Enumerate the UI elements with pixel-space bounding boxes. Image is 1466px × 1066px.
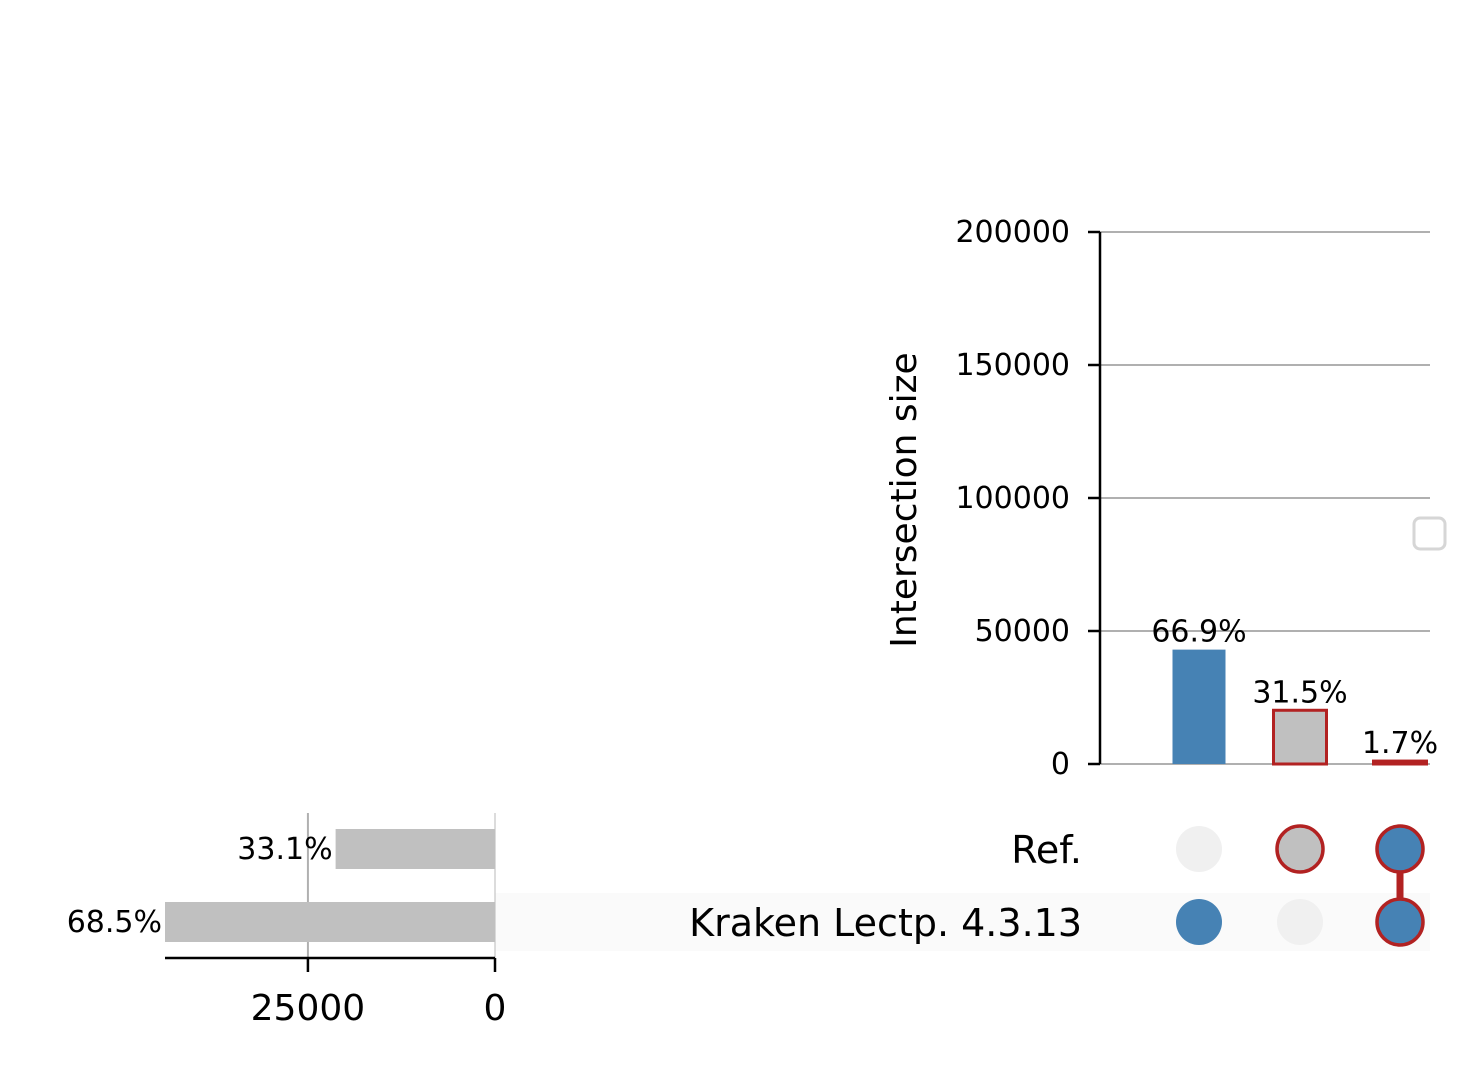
- intersection-y-axis: 0 50000 100000 150000 200000: [955, 215, 1102, 782]
- matrix-dot-active: [1375, 824, 1425, 874]
- set-size-bars: 33.1% 68.5%: [67, 813, 496, 958]
- set-size-tick-label: 25000: [251, 988, 366, 1029]
- set-label: Ref.: [1011, 828, 1082, 872]
- matrix-dot-inactive: [1277, 899, 1323, 945]
- matrix-dot-active: [1275, 824, 1325, 874]
- membership-matrix: [1176, 824, 1425, 947]
- intersection-bar-label: 1.7%: [1362, 726, 1438, 761]
- set-size-bar-label: 68.5%: [67, 905, 162, 940]
- set-size-axis: 25000 0: [165, 956, 507, 1029]
- set-size-bar: [335, 829, 495, 869]
- intersection-bar: [1272, 708, 1328, 766]
- y-tick-label: 150000: [955, 348, 1070, 383]
- y-tick-label: 200000: [955, 215, 1070, 250]
- set-size-tick-label: 0: [484, 988, 507, 1029]
- intersection-bar-label: 66.9%: [1151, 615, 1246, 650]
- y-tick-label: 0: [1051, 747, 1070, 782]
- y-tick-label: 50000: [975, 614, 1070, 649]
- intersection-axis-title: Intersection size: [884, 352, 925, 647]
- intersection-bar: [1372, 759, 1428, 766]
- intersection-bar-label: 31.5%: [1252, 675, 1347, 710]
- set-size-bar-label: 33.1%: [237, 832, 332, 867]
- matrix-dot-active: [1176, 899, 1222, 945]
- set-label: Kraken Lectp. 4.3.13: [689, 901, 1082, 945]
- matrix-dot-active: [1375, 897, 1425, 947]
- intersection-bar: [1172, 649, 1226, 764]
- y-tick-label: 100000: [955, 481, 1070, 516]
- set-labels: Ref. Kraken Lectp. 4.3.13: [689, 828, 1082, 945]
- matrix-row-stripes: [495, 893, 1430, 951]
- legend-box: [1412, 516, 1447, 551]
- matrix-dot-inactive: [1176, 826, 1222, 872]
- row-stripe: [495, 893, 1430, 951]
- intersection-bars: 66.9%31.5% 1.7%: [1151, 615, 1438, 766]
- set-size-bar: [165, 902, 495, 942]
